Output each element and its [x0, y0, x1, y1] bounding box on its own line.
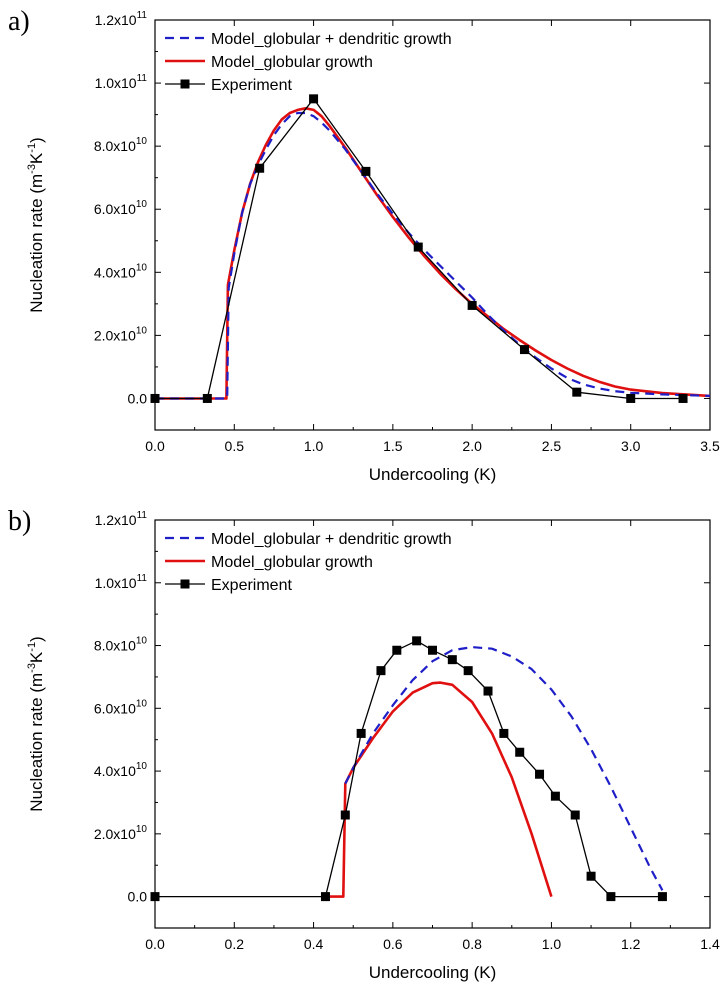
- experiment-point: [515, 747, 525, 757]
- x-tick-label: 2.5: [542, 438, 562, 454]
- experiment-point: [202, 393, 212, 403]
- x-tick-label: 0.2: [225, 936, 245, 952]
- experiment-point: [413, 242, 423, 252]
- series-line-dendritic: [344, 645, 664, 891]
- y-tick-label: 8.0x1010: [94, 636, 148, 654]
- y-tick-label: 6.0x1010: [94, 698, 148, 716]
- experiment-point: [255, 163, 265, 173]
- x-tick-label: 1.0: [542, 936, 562, 952]
- experiment-point: [467, 300, 477, 310]
- x-tick-label: 0.6: [383, 936, 403, 952]
- experiment-point: [150, 892, 160, 902]
- experiment-point: [550, 791, 560, 801]
- y-tick-label: 1.2x1011: [95, 510, 148, 528]
- y-tick-label: 1.2x1011: [95, 10, 148, 28]
- experiment-point: [570, 810, 580, 820]
- experiment-point: [447, 655, 457, 665]
- series-line-experiment: [155, 640, 663, 898]
- panel-label: a): [8, 6, 30, 37]
- experiment-point: [657, 892, 667, 902]
- x-tick-label: 0.8: [462, 936, 482, 952]
- y-tick-label: 1.0x1011: [95, 573, 148, 591]
- y-tick-label: 8.0x1010: [94, 136, 148, 154]
- x-tick-label: 0.0: [145, 936, 165, 952]
- y-axis-title: Nucleation rate (m-3K-1): [26, 137, 46, 312]
- legend-label: Model_globular growth: [211, 554, 373, 571]
- y-tick-label: 2.0x1010: [94, 824, 148, 842]
- experiment-point: [606, 892, 616, 902]
- legend-label: Model_globular + dendritic growth: [211, 31, 452, 48]
- experiment-point: [626, 393, 636, 403]
- panel-a: a) 0.0 0.5 1.0 1.5 2.0 2.5 3.0 3.5 0.0 2.0x1010 4.0…: [8, 6, 720, 484]
- x-axis-title: Undercooling (K): [369, 465, 497, 484]
- experiment-point: [428, 645, 437, 655]
- x-tick-label: 3.0: [621, 438, 641, 454]
- experiment-point: [150, 393, 160, 403]
- experiment-point: [320, 892, 330, 902]
- series-line-globular: [325, 681, 553, 898]
- series-line-dendritic: [155, 111, 710, 400]
- experiment-point: [356, 728, 366, 738]
- experiment-point: [535, 769, 545, 779]
- experiment-point: [483, 686, 493, 696]
- y-axis-title: Nucleation rate (m-3K-1): [26, 636, 46, 811]
- experiment-point: [309, 94, 319, 104]
- legend-label: Experiment: [211, 577, 292, 594]
- experiment-point: [392, 645, 402, 655]
- y-tick-label: 4.0x1010: [94, 262, 148, 280]
- y-tick-label: 6.0x1010: [94, 199, 148, 217]
- x-tick-label: 1.0: [304, 438, 324, 454]
- experiment-point: [340, 810, 350, 820]
- x-axis-title: Undercooling (K): [369, 963, 497, 982]
- experiment-point: [361, 166, 371, 176]
- experiment-point: [519, 345, 529, 355]
- experiment-point: [376, 666, 386, 676]
- experiment-point: [678, 393, 688, 403]
- experiment-point: [499, 728, 509, 738]
- y-tick-label: 2.0x1010: [94, 325, 148, 343]
- legend-label: Experiment: [211, 77, 292, 94]
- x-tick-label: 1.4: [700, 936, 720, 952]
- experiment-point: [412, 636, 422, 646]
- x-tick-label: 1.5: [383, 438, 403, 454]
- experiment-point: [572, 387, 582, 397]
- y-tick-label: 1.0x1011: [95, 73, 148, 91]
- x-tick-label: 0.4: [304, 936, 324, 952]
- legend-label: Model_globular + dendritic growth: [211, 531, 452, 548]
- legend-marker-experiment: [180, 579, 190, 589]
- x-tick-label: 0.5: [225, 438, 245, 454]
- experiment-point: [586, 871, 596, 881]
- y-tick-label: 4.0x1010: [94, 761, 148, 779]
- x-tick-label: 3.5: [700, 438, 720, 454]
- x-tick-label: 1.2: [621, 936, 641, 952]
- panel-label: b): [8, 506, 31, 537]
- experiment-point: [463, 666, 473, 676]
- legend-label: Model_globular growth: [211, 54, 373, 71]
- legend-marker-experiment: [180, 79, 190, 89]
- series-line-globular: [155, 107, 710, 400]
- x-tick-label: 0.0: [145, 438, 165, 454]
- panel-b: b) 0.0 0.2 0.4 0.6 0.8 1.0 1.2 1.4 0.0 2.0x1010 4.0…: [8, 506, 720, 982]
- y-tick-label: 0.0: [128, 889, 148, 905]
- y-tick-label: 0.0: [128, 390, 148, 406]
- x-tick-label: 2.0: [462, 438, 482, 454]
